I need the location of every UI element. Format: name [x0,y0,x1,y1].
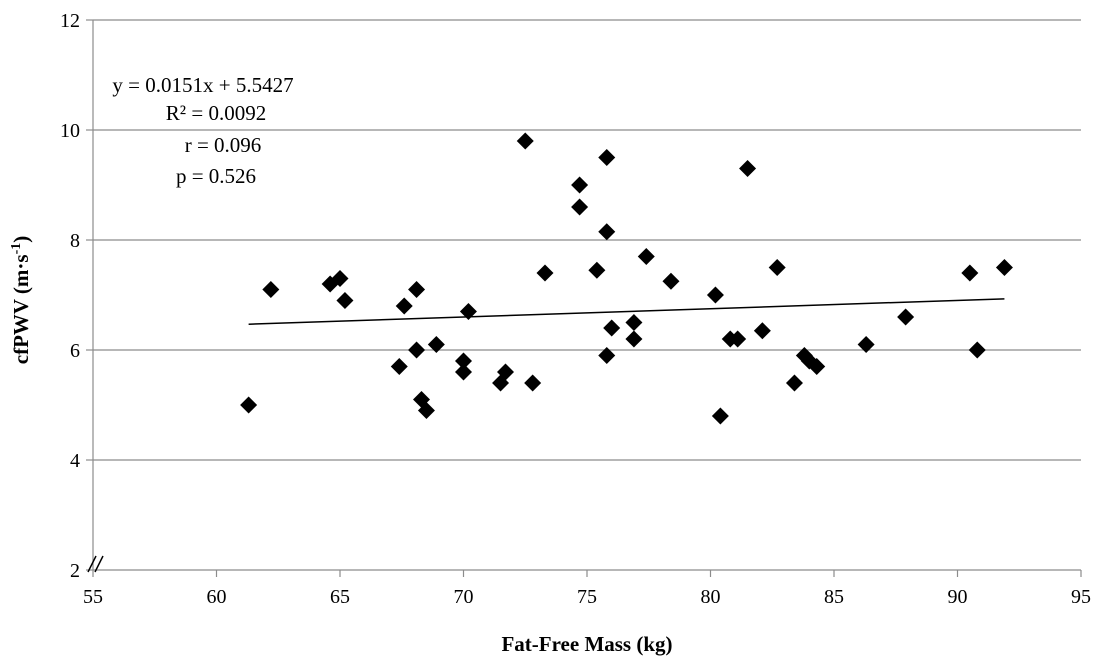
data-point [331,270,349,287]
data-point [662,272,680,290]
y-axis-title-close: ) [9,236,33,243]
p-annotation: p = 0.526 [176,164,256,188]
data-point [395,297,413,315]
data-point [961,264,979,282]
x-tick-label: 90 [948,586,968,608]
y-tick-label: 2 [70,560,80,582]
x-axis-title: Fat-Free Mass (kg) [501,632,672,656]
data-point [625,314,643,331]
data-point [496,363,514,381]
gridlines [93,19,1081,461]
x-tick-label: 60 [207,586,227,608]
x-tick-label: 80 [701,586,721,608]
tick-labels: 2 4 6 8 10 12 55 60 65 70 75 80 85 90 95 [60,10,1091,608]
data-point [897,308,915,326]
y-axis-title-exponent: -1 [9,243,24,255]
data-point [995,259,1013,276]
y-tick-label: 6 [70,340,80,362]
data-point [857,336,875,353]
data-point [240,396,258,414]
data-point [598,149,616,166]
data-point [808,358,826,375]
y-axis-title-main: cfPWV (m·s [9,254,33,364]
x-tick-label: 55 [83,586,103,608]
x-tick-label: 70 [454,586,474,608]
trendline-layer [248,298,1005,325]
trendline [248,298,1005,325]
data-point [603,319,621,337]
data-point [390,358,408,375]
data-points [240,132,1013,425]
data-point [768,259,786,276]
data-point [262,281,280,298]
data-point [753,322,771,340]
data-point [785,374,803,392]
data-point [588,261,606,279]
y-tick-label: 10 [60,120,80,142]
data-point [729,330,747,348]
x-tick-label: 85 [824,586,844,608]
data-point [968,341,986,359]
r-squared-annotation: R² = 0.0092 [166,101,266,125]
data-point [598,347,616,364]
data-point [706,286,724,304]
x-tick-label: 75 [577,586,597,608]
data-point [571,176,589,194]
axis-break-mark [94,555,104,573]
x-tick-label: 95 [1071,586,1091,608]
data-point [408,341,426,359]
equation-annotation: y = 0.0151x + 5.5427 [112,73,293,97]
data-point [455,363,472,381]
data-point [516,132,534,150]
data-point [459,303,477,320]
data-point [571,198,589,216]
data-point [536,264,554,282]
x-tick-label: 65 [330,586,350,608]
y-tick-label: 8 [70,230,80,252]
y-axis-title: cfPWV (m·s-1) [9,236,33,365]
data-point [427,336,445,353]
axes [86,19,1082,577]
data-point [625,330,643,348]
data-point [598,223,616,241]
data-point [408,281,426,298]
y-tick-label: 12 [60,10,80,32]
data-point [455,352,472,370]
data-point [417,402,435,419]
axis-break-mark [87,555,97,573]
data-point [739,160,757,177]
data-point [336,292,354,309]
data-point [637,248,655,265]
r-annotation: r = 0.096 [185,133,262,157]
y-tick-label: 4 [70,450,80,472]
data-point [524,374,542,392]
data-point [711,407,729,425]
